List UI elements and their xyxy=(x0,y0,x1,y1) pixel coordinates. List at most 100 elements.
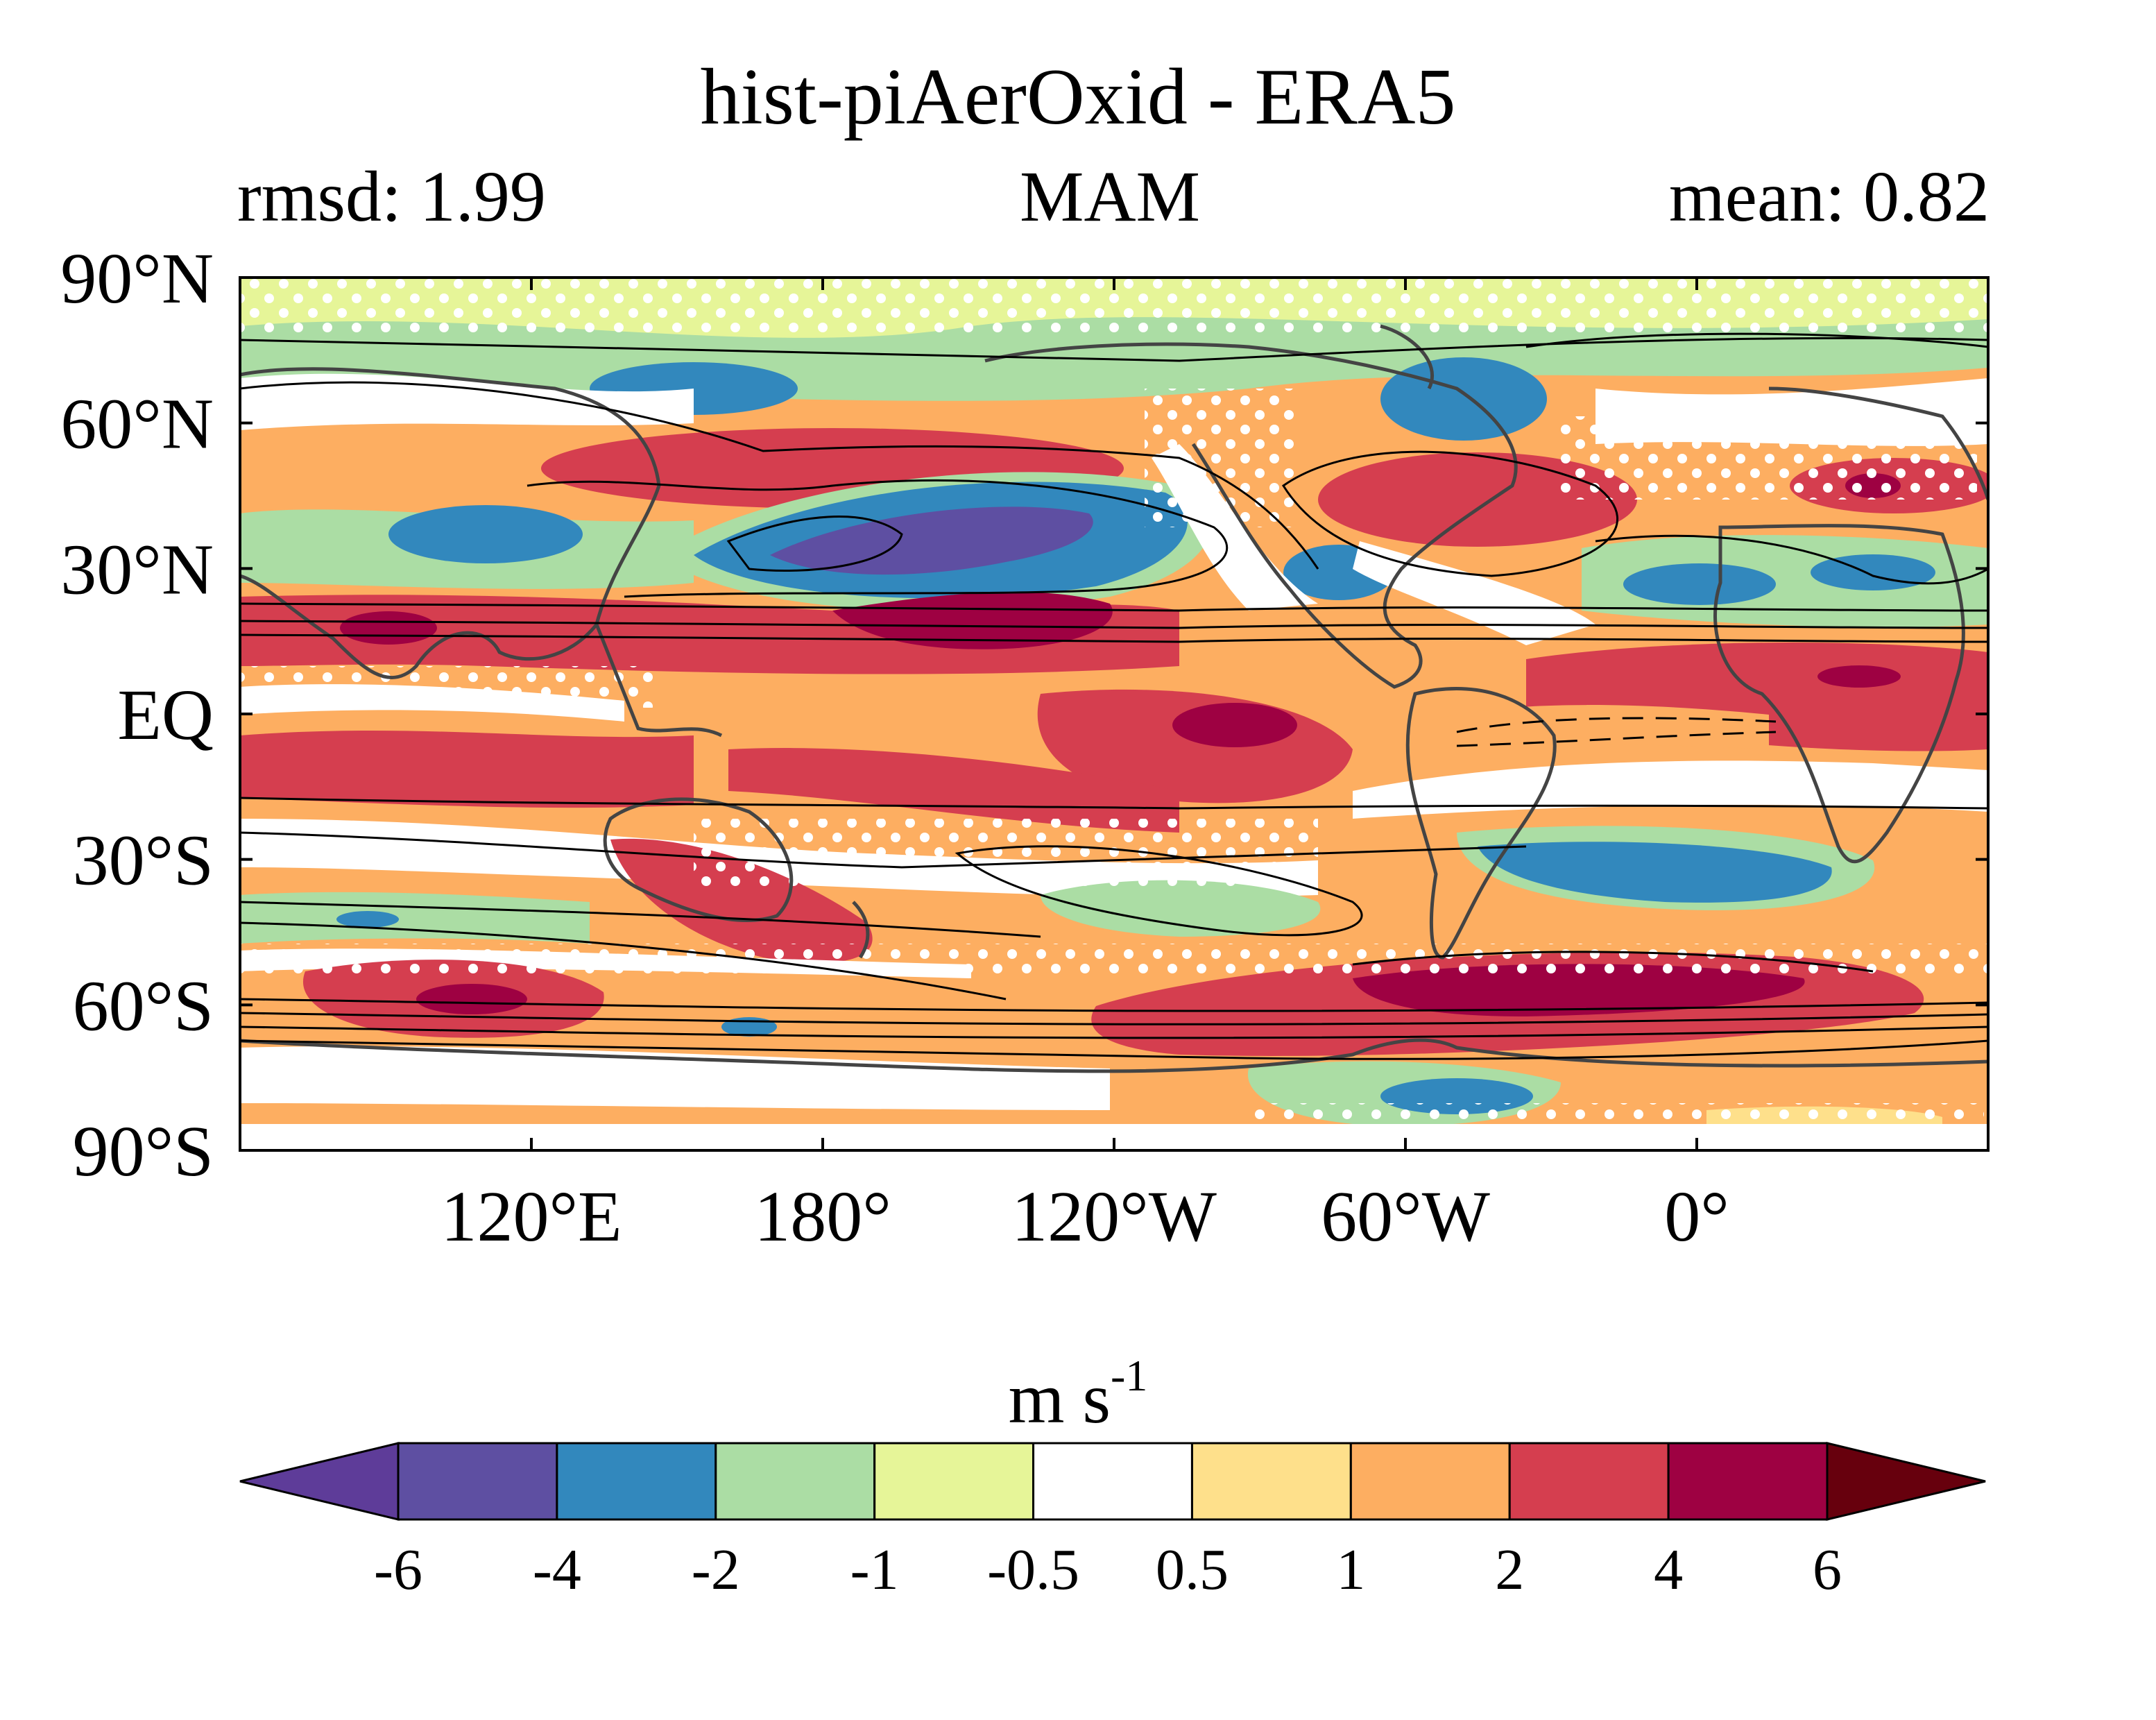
field-white-antarctic xyxy=(240,1046,1110,1110)
field-australia-red xyxy=(610,838,873,963)
x-tick-label: 120°E xyxy=(440,1177,622,1257)
colorbar-box xyxy=(1190,1442,1352,1521)
field-tibet-blue xyxy=(388,505,583,563)
coast-africa xyxy=(1713,524,1965,864)
coastlines xyxy=(240,324,1988,1073)
colorbar-level-label: -6 xyxy=(374,1538,422,1602)
coast-north-america xyxy=(984,342,1518,689)
colorbar-boxes xyxy=(239,1442,1986,1521)
contour-south-1 xyxy=(240,797,1988,810)
stipple-na-west xyxy=(1145,389,1297,527)
season-label: MAM xyxy=(1020,157,1200,237)
contour-south-4 xyxy=(240,921,1007,1001)
colorbar-units-label: m s-1 xyxy=(1009,1351,1148,1438)
field-indian-ocean-red xyxy=(240,730,694,808)
y-tick-label: 90°N xyxy=(60,239,214,318)
stipple-south-subtropics xyxy=(694,819,1318,888)
field-atlantic-blue-b xyxy=(1811,554,1935,590)
x-tick-label: 60°W xyxy=(1321,1177,1490,1257)
coast-south-america xyxy=(1405,687,1557,960)
field-africa-darkred xyxy=(1817,665,1901,688)
rmsd-label: rmsd: 1.99 xyxy=(237,157,546,237)
y-tick-label: 30°N xyxy=(60,529,214,609)
coast-europe xyxy=(1768,386,1988,500)
contour-south-3 xyxy=(240,901,1041,938)
contour-south-pacific-loop xyxy=(955,845,1363,937)
contour-north-atlantic xyxy=(1525,332,1988,348)
field-south-atlantic-blue xyxy=(1478,842,1832,903)
field-canada-blue xyxy=(1380,357,1547,441)
colorbar-box xyxy=(1508,1442,1670,1521)
colorbar-box xyxy=(1032,1442,1193,1521)
stipple-tropics-west xyxy=(240,666,656,708)
field-south-indian-green xyxy=(240,892,590,944)
colorbar-level-label: -2 xyxy=(692,1538,740,1602)
contour-southern-jet-2 xyxy=(240,1012,1988,1025)
contour-pacific-jet-outer xyxy=(240,381,1319,570)
colorbar-box xyxy=(715,1442,876,1521)
x-tick-label: 120°W xyxy=(1011,1177,1217,1257)
figure-title: hist-piAerOxid - ERA5 xyxy=(701,53,1456,142)
contour-dashed-easterly-2 xyxy=(1456,731,1777,747)
mean-label: mean: 0.82 xyxy=(1669,157,1990,237)
contour-southern-jet-1 xyxy=(240,998,1988,1012)
coast-antarctica xyxy=(240,1038,1988,1073)
contour-subtropical-1 xyxy=(240,602,1988,612)
colorbar-extend-low xyxy=(239,1442,400,1521)
stipple-atlantic-north xyxy=(1561,416,1977,500)
colorbar-level-label: 1 xyxy=(1336,1538,1365,1602)
colorbar-box xyxy=(873,1442,1035,1521)
x-axis-ticks: 120°E 180° 120°W 60°W 0° xyxy=(440,278,1729,1257)
field-amazon-orange xyxy=(1429,705,1769,749)
colorbar-level-label: 4 xyxy=(1654,1538,1683,1602)
field-white-north xyxy=(240,373,694,430)
contour-southern-jet-3 xyxy=(240,1025,1988,1039)
y-tick-label: 60°N xyxy=(60,384,214,464)
colorbar-box xyxy=(1349,1442,1511,1521)
y-tick-label: 60°S xyxy=(73,966,214,1046)
field-east-pacific-darkred xyxy=(1172,703,1297,747)
climatology-contours xyxy=(240,332,1988,1060)
contour-arctic xyxy=(240,337,1988,362)
stipple-50s xyxy=(240,944,1988,978)
colorbar-level-label: 6 xyxy=(1813,1538,1842,1602)
field-white-gulf xyxy=(1353,541,1595,645)
coast-australia xyxy=(603,797,794,922)
colorbar-level-label: 2 xyxy=(1495,1538,1524,1602)
y-tick-label: 90°S xyxy=(73,1112,214,1191)
field-pacific-purple-core xyxy=(770,506,1093,575)
contour-pacific-jet-core xyxy=(726,516,903,572)
coast-new-zealand xyxy=(852,901,870,959)
colorbar-level-label: -4 xyxy=(533,1538,581,1602)
colorbar-box xyxy=(397,1442,558,1521)
x-tick-label: 180° xyxy=(754,1177,891,1257)
colorbar-box xyxy=(556,1442,717,1521)
field-southern-indian-darkred xyxy=(416,984,527,1014)
contour-south-2 xyxy=(240,831,1527,869)
coast-se-asia xyxy=(594,624,723,738)
field-north-atlantic-red xyxy=(1318,452,1637,547)
field-south-indian-blue xyxy=(336,911,399,928)
y-tick-label: EQ xyxy=(117,675,214,755)
field-atlantic-blue-a xyxy=(1623,563,1776,605)
contour-southern-jet-top xyxy=(1352,951,1874,973)
y-axis-ticks: 90°N 60°N 30°N EQ 30°S 60°S 90°S xyxy=(60,239,1988,1191)
contour-atlantic-mid xyxy=(1595,534,1988,585)
contour-subtropical-3 xyxy=(240,633,1988,643)
map-field xyxy=(240,278,1988,1150)
contour-pacific-jet-mid xyxy=(527,479,1229,598)
field-white-eq-2 xyxy=(1353,760,1988,819)
coast-eurasia xyxy=(240,367,661,680)
colorbar-level-label: -1 xyxy=(850,1538,899,1602)
colorbar: m s-1 -6 -4 -2 -1 -0.5 0.5 1 2 4 6 xyxy=(239,1351,1986,1602)
x-tick-label: 0° xyxy=(1664,1177,1729,1257)
colorbar-tick-labels: -6 -4 -2 -1 -0.5 0.5 1 2 4 6 xyxy=(374,1538,1842,1602)
contour-subtropical-2 xyxy=(240,620,1988,629)
contour-atlantic-jet-loop xyxy=(1281,450,1619,577)
colorbar-extend-high xyxy=(1826,1442,1986,1521)
stipple-antarctic xyxy=(1249,1103,1984,1145)
field-south-pacific-red xyxy=(728,748,1179,833)
field-subtropical-darkred xyxy=(832,592,1113,649)
field-south-pacific-green xyxy=(1041,880,1321,937)
